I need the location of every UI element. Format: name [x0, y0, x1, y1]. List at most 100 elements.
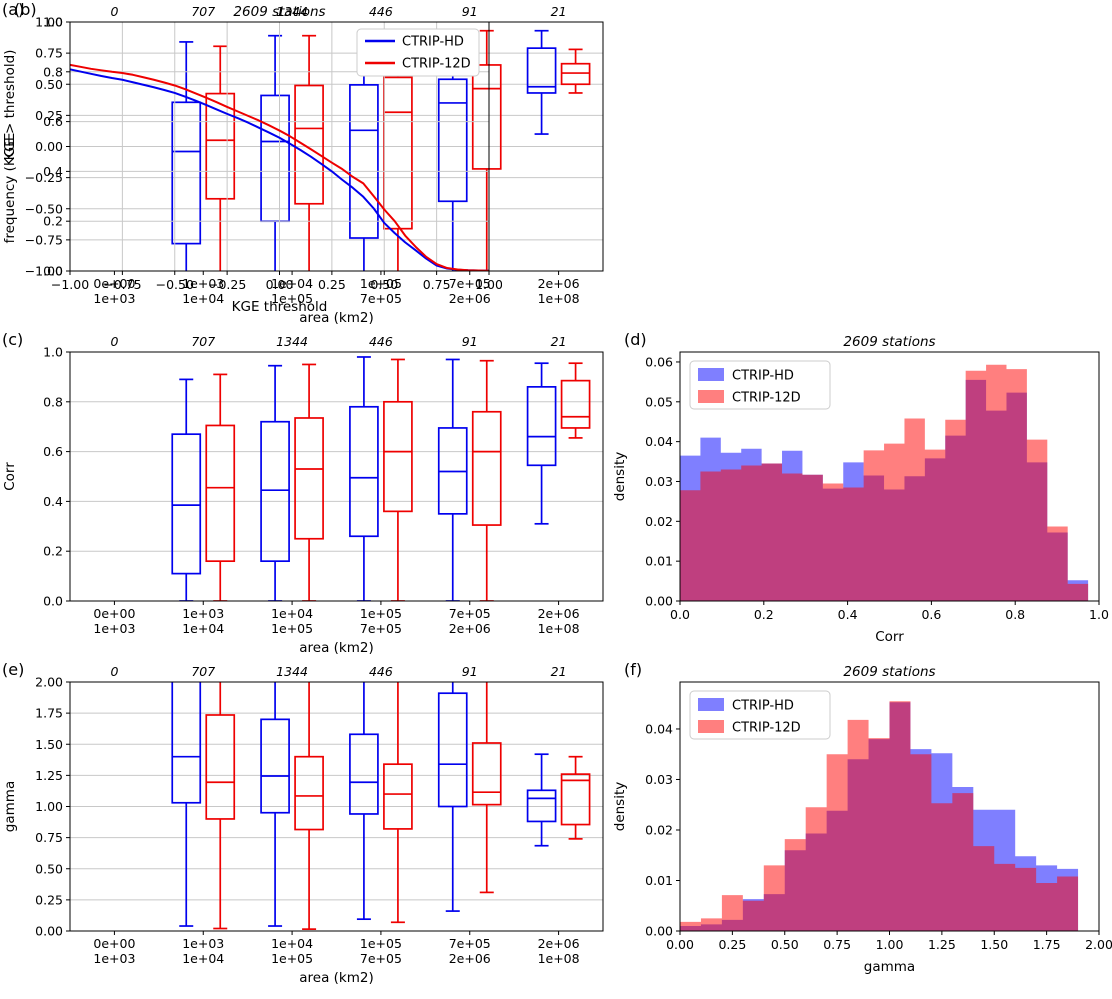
svg-text:(f): (f)	[624, 660, 642, 679]
svg-text:0.25: 0.25	[318, 277, 346, 292]
panel-e-gamma-boxplot: 2.00 1.75 1.50 1.25 1.00 0.75 0.50 0.25 0.00 0e+0…	[0, 660, 610, 999]
svg-text:0.8: 0.8	[43, 64, 63, 79]
svg-text:0.4: 0.4	[43, 494, 63, 509]
svg-text:0.50: 0.50	[35, 861, 63, 876]
svg-text:−0.75: −0.75	[103, 277, 141, 292]
svg-text:−1.00: −1.00	[51, 277, 89, 292]
svg-text:Corr: Corr	[2, 462, 18, 491]
svg-text:1.50: 1.50	[35, 737, 63, 752]
svg-text:1.00: 1.00	[876, 937, 904, 952]
panel-b-chart: 1.0 0.8 0.6 0.4 0.2 0.0−1.00 −0.75 −0.50 −0.25 0.…	[2, 0, 503, 315]
svg-text:0.25: 0.25	[35, 892, 63, 907]
svg-text:0.4: 0.4	[838, 607, 858, 622]
svg-text:area (km2): area (km2)	[299, 640, 374, 656]
svg-text:area (km2): area (km2)	[299, 970, 374, 986]
svg-text:0.00: 0.00	[645, 924, 673, 939]
svg-text:0.03: 0.03	[645, 772, 673, 787]
svg-text:CTRIP-12D: CTRIP-12D	[732, 391, 801, 406]
svg-text:CTRIP-HD: CTRIP-HD	[732, 369, 794, 384]
svg-text:1.25: 1.25	[35, 768, 63, 783]
svg-text:0.75: 0.75	[823, 937, 851, 952]
panel-c-corr-boxplot: 1.0 0.8 0.6 0.4 0.2 0.0 0e+00 1e+03 0 1e+03 1e+04 7…	[0, 330, 610, 673]
svg-text:0.00: 0.00	[645, 594, 673, 609]
svg-text:21: 21	[551, 4, 567, 19]
panel-a-chart: 1.000.750.500.250.00−0.25−0.50−0.75−1.00…	[2, 0, 604, 326]
svg-text:91: 91	[462, 4, 478, 19]
svg-text:0.0: 0.0	[43, 594, 63, 609]
svg-text:0.8: 0.8	[43, 394, 63, 409]
svg-text:0.6: 0.6	[921, 607, 941, 622]
panel-e-chart: 2.00 1.75 1.50 1.25 1.00 0.75 0.50 0.25 0.00 0e+0…	[2, 660, 604, 986]
svg-text:frequency (KGE > threshold): frequency (KGE > threshold)	[2, 50, 18, 244]
svg-text:CTRIP-HD: CTRIP-HD	[732, 699, 794, 714]
svg-text:CTRIP-12D: CTRIP-12D	[402, 57, 471, 72]
svg-text:0.25: 0.25	[35, 108, 63, 123]
svg-text:1.00: 1.00	[35, 15, 63, 30]
svg-text:(d): (d)	[624, 330, 647, 349]
svg-text:0.0: 0.0	[670, 607, 690, 622]
svg-text:446: 446	[369, 664, 393, 679]
svg-text:1344: 1344	[276, 664, 308, 679]
svg-text:1.75: 1.75	[35, 706, 63, 721]
svg-text:0.00: 0.00	[266, 277, 294, 292]
svg-text:0.00: 0.00	[35, 139, 63, 154]
svg-text:0.8: 0.8	[1005, 607, 1025, 622]
svg-text:KGE threshold: KGE threshold	[232, 299, 328, 315]
svg-text:0: 0	[110, 334, 118, 349]
svg-text:0.6: 0.6	[43, 444, 63, 459]
svg-text:707: 707	[191, 334, 215, 349]
svg-text:0.04: 0.04	[645, 721, 673, 736]
svg-text:1.0: 1.0	[43, 15, 63, 30]
svg-text:(e): (e)	[2, 660, 24, 679]
svg-text:CTRIP-12D: CTRIP-12D	[732, 721, 801, 736]
svg-text:0.02: 0.02	[645, 822, 673, 837]
svg-text:2.00: 2.00	[1085, 937, 1112, 952]
svg-text:KGE: KGE	[2, 133, 18, 161]
svg-text:91: 91	[462, 664, 478, 679]
svg-text:0.75: 0.75	[35, 830, 63, 845]
svg-text:1.50: 1.50	[980, 937, 1008, 952]
svg-text:gamma: gamma	[864, 959, 915, 975]
svg-text:0.01: 0.01	[645, 554, 673, 569]
svg-text:0.2: 0.2	[43, 214, 63, 229]
svg-text:2609 stations: 2609 stations	[233, 4, 325, 20]
panel-b-kge-frequency: 1.0 0.8 0.6 0.4 0.2 0.0 −1.00 −0.75 −0.50 −0.25 0.…	[0, 0, 503, 343]
svg-text:2609 stations: 2609 stations	[843, 334, 935, 350]
svg-text:(a): (a)	[2, 0, 24, 19]
svg-text:0.03: 0.03	[645, 474, 673, 489]
svg-text:0.50: 0.50	[35, 77, 63, 92]
svg-text:−0.50: −0.50	[25, 201, 63, 216]
svg-text:−1.00: −1.00	[25, 264, 63, 279]
svg-text:0.00: 0.00	[35, 924, 63, 939]
svg-text:−0.50: −0.50	[156, 277, 194, 292]
svg-text:CTRIP-HD: CTRIP-HD	[402, 35, 464, 50]
svg-text:0.4: 0.4	[43, 164, 63, 179]
svg-text:446: 446	[369, 4, 393, 19]
svg-text:0: 0	[110, 4, 118, 19]
svg-text:91: 91	[462, 334, 478, 349]
svg-text:0.01: 0.01	[645, 873, 673, 888]
svg-text:21: 21	[551, 334, 567, 349]
svg-text:0.04: 0.04	[645, 434, 673, 449]
panel-a-kge-boxplot: 1.00 0.75 0.50 0.25 0.00 −0.25 −0.50 −0.75 −1.00…	[0, 0, 610, 343]
panel-d-chart: 0.06 0.05 0.04 0.03 0.02 0.01 0.000.0 0.2 0.4 0.6…	[612, 330, 1109, 645]
svg-text:−0.25: −0.25	[25, 170, 63, 185]
panel-d-corr-histogram: 0.06 0.05 0.04 0.03 0.02 0.01 0.00 0.0 0.2 0.4 0.6…	[610, 330, 1112, 673]
svg-text:1.75: 1.75	[1033, 937, 1061, 952]
svg-text:707: 707	[191, 4, 215, 19]
